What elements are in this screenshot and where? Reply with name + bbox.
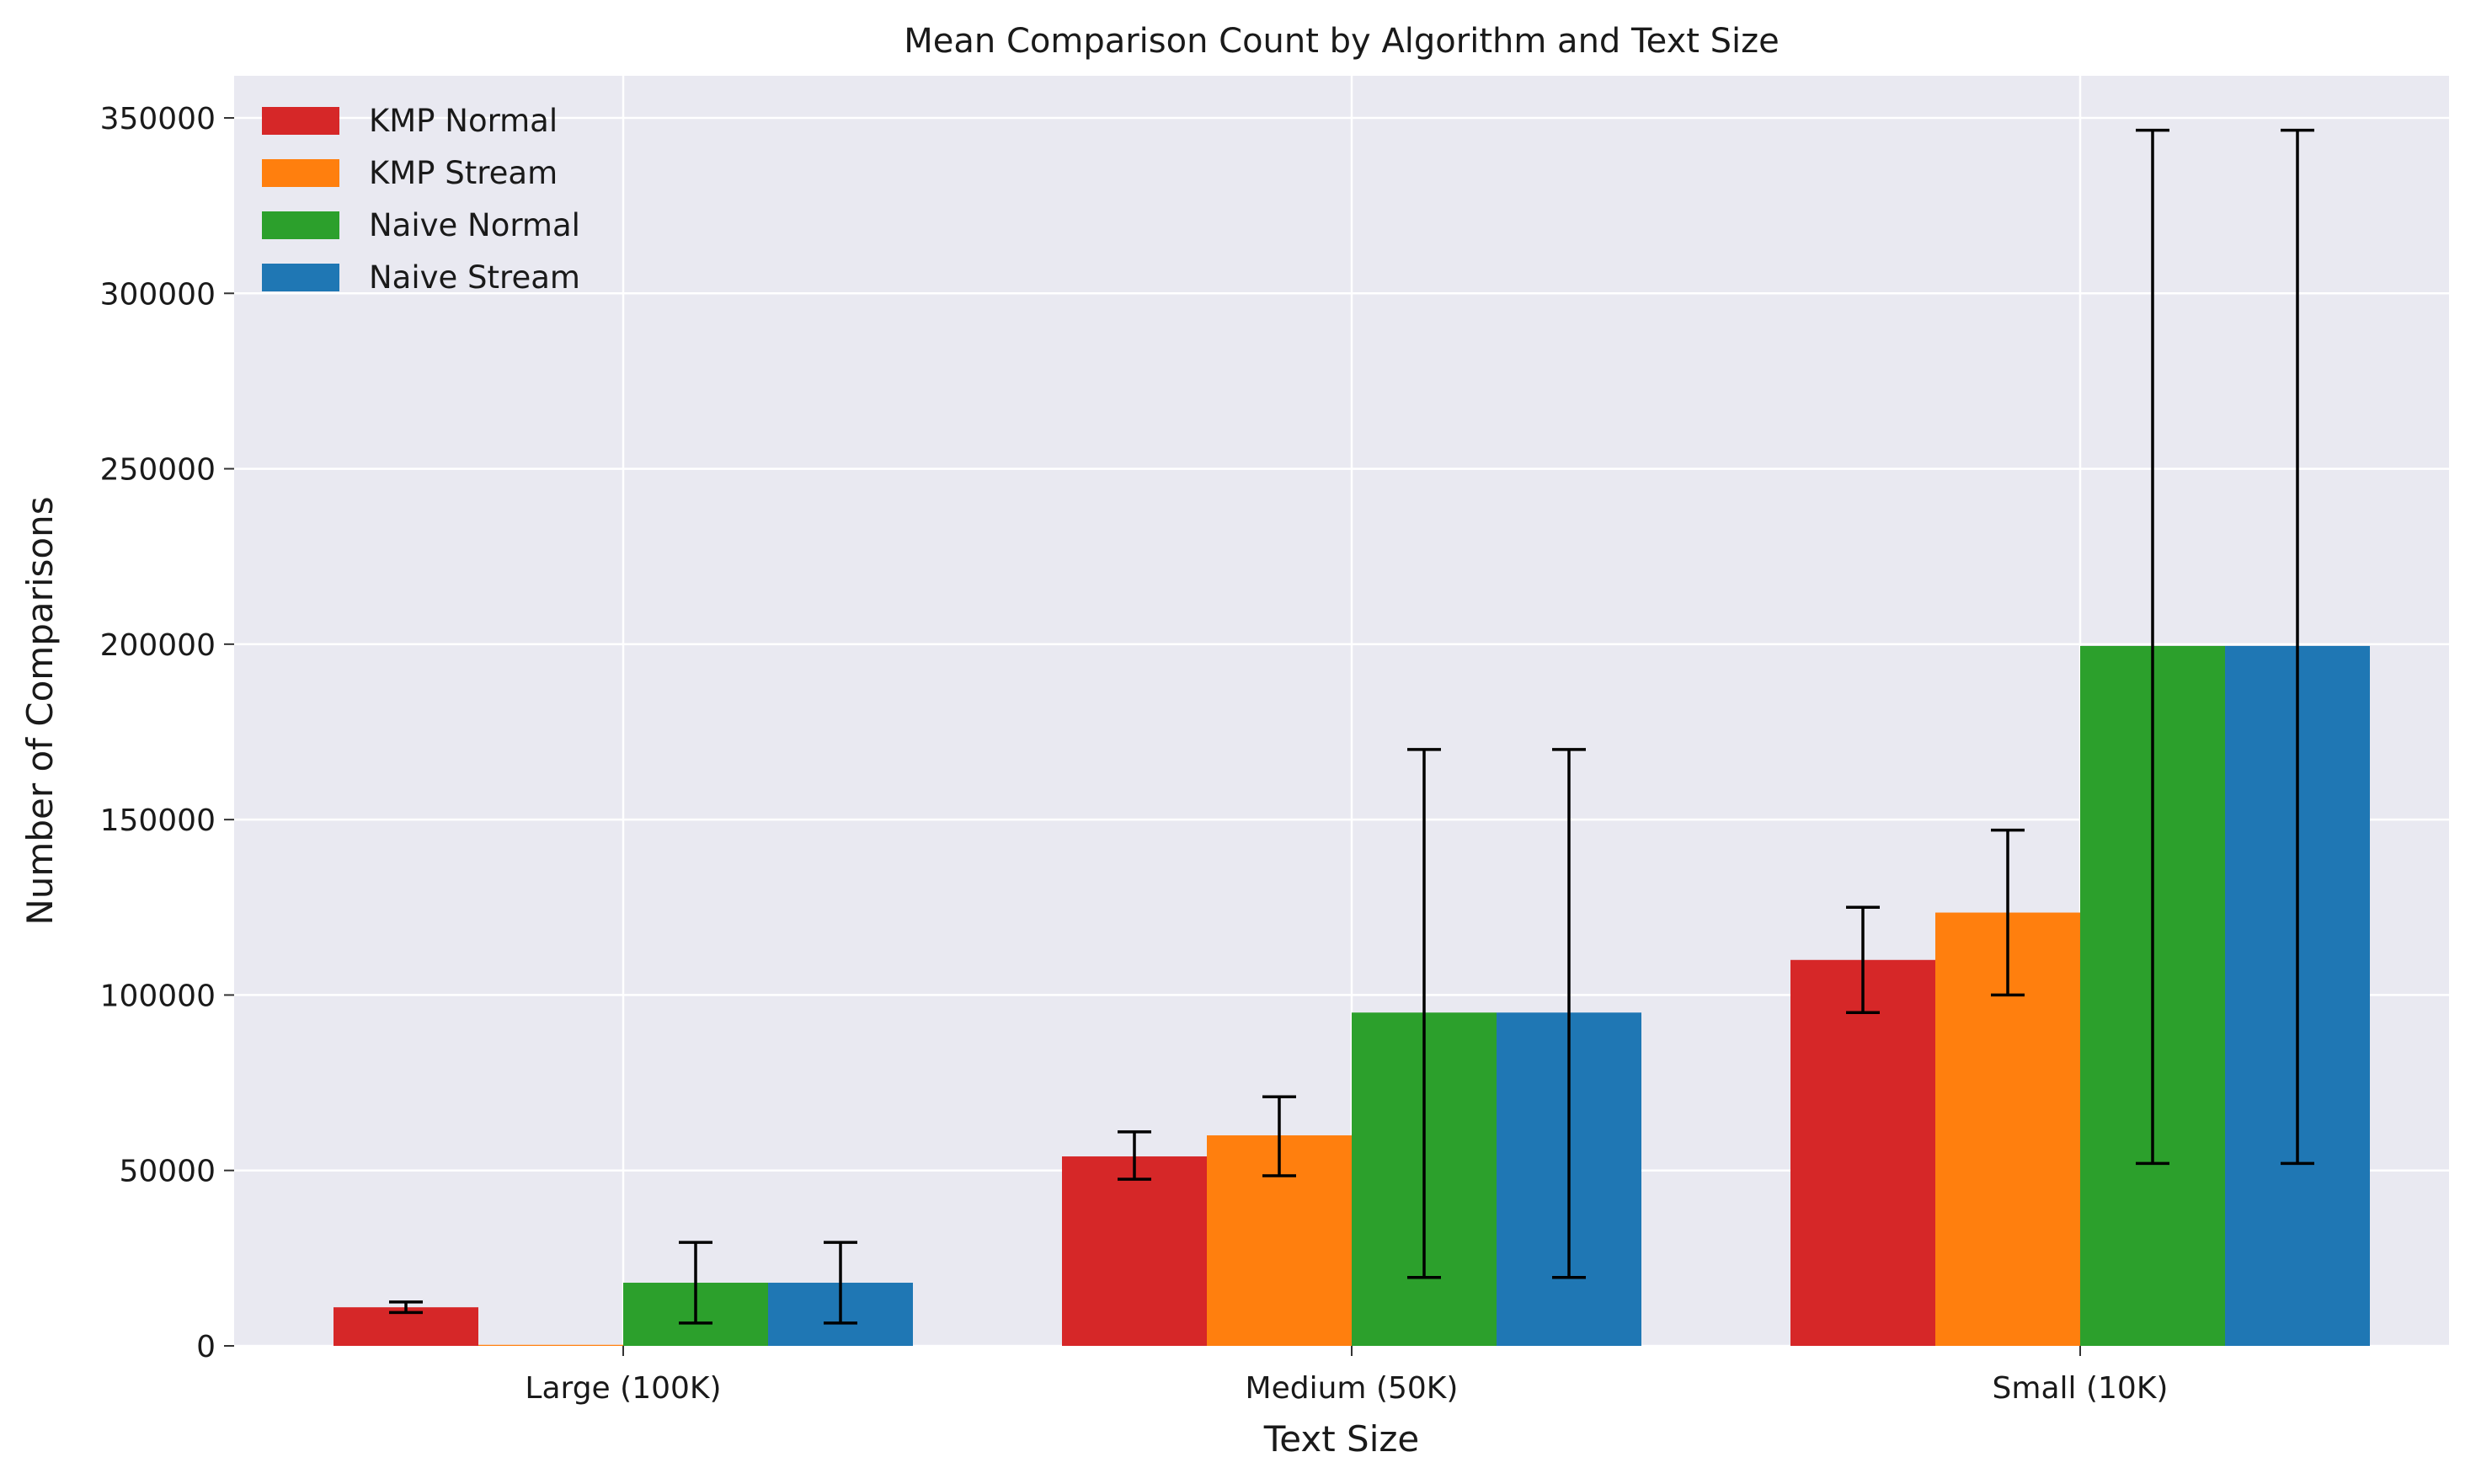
error-bars [389, 128, 2314, 1325]
y-tick-label: 350000 [100, 102, 216, 136]
bar [1062, 1156, 1207, 1346]
x-axis-ticks: Large (100K) Medium (50K) Small (10K) [525, 1346, 2168, 1406]
legend-label: Naive Stream [369, 259, 580, 296]
x-tick-label: Medium (50K) [1246, 1371, 1459, 1406]
legend-label: KMP Stream [369, 155, 558, 191]
y-tick-label: 0 [196, 1330, 216, 1364]
legend-label: KMP Normal [369, 103, 558, 139]
y-tick-label: 200000 [100, 628, 216, 663]
y-tick-label: 100000 [100, 979, 216, 1013]
legend-swatch [262, 211, 339, 239]
x-axis-label: Text Size [1263, 1418, 1420, 1460]
y-tick-label: 250000 [100, 453, 216, 488]
legend-swatch [262, 107, 339, 135]
x-tick-label: Large (100K) [525, 1371, 721, 1406]
legend: KMP Normal KMP Stream Naive Normal Naive St… [262, 103, 580, 296]
legend-swatch [262, 159, 339, 187]
y-axis-ticks: 0 50000 100000 150000 200000 250000 300000 3500… [100, 102, 234, 1364]
y-tick-label: 50000 [119, 1155, 216, 1189]
legend-swatch [262, 264, 339, 291]
y-axis-label: Number of Comparisons [19, 496, 61, 925]
bar [478, 1344, 623, 1346]
x-tick-label: Small (10K) [1993, 1371, 2169, 1406]
chart-title: Mean Comparison Count by Algorithm and T… [904, 22, 1780, 61]
y-tick-label: 150000 [100, 803, 216, 838]
legend-label: Naive Normal [369, 207, 580, 243]
bar [1790, 959, 1935, 1346]
y-tick-label: 300000 [100, 277, 216, 312]
